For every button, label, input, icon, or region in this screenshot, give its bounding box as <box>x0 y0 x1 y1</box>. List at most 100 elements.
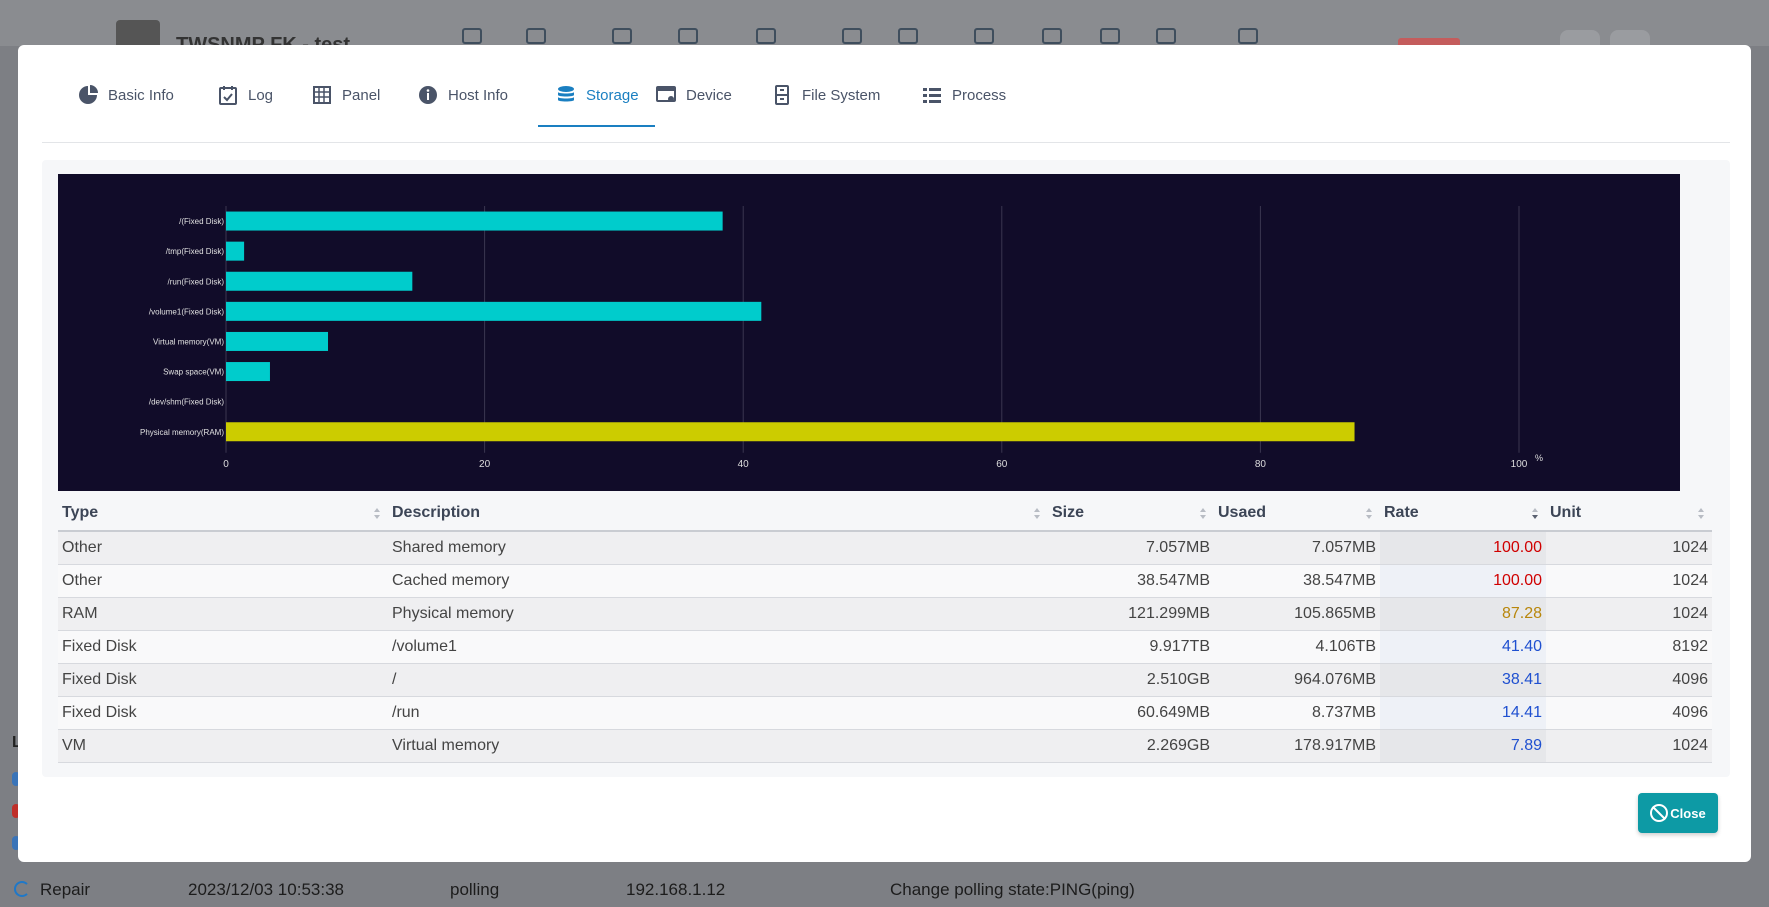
device-icon <box>656 86 676 102</box>
storage-usage-chart: 0 20 40 60 80 100% /(Fixed Disk) /tmp(Fixed Dis… <box>58 174 1680 491</box>
info-icon <box>419 86 437 104</box>
cell-used: 38.547MB <box>1214 564 1380 598</box>
tab-log[interactable]: Log <box>218 75 273 127</box>
cell-description: Shared memory <box>388 531 1048 565</box>
close-button[interactable]: Close <box>1638 793 1718 833</box>
tab-label: Process <box>952 87 1007 104</box>
y-category-label: Swap space(VM) <box>163 368 224 377</box>
cell-unit: 4096 <box>1546 663 1712 697</box>
cell-rate: 14.41 <box>1380 696 1546 730</box>
background-log-row: Repair 2023/12/03 10:53:38 polling 192.1… <box>0 872 1769 907</box>
column-header-type[interactable]: Type <box>58 496 388 532</box>
y-category-label: /(Fixed Disk) <box>179 217 224 226</box>
storage-usage-bar-chart: 0 20 40 60 80 100% /(Fixed Disk) /tmp(Fixed Dis… <box>140 206 1543 470</box>
tab-device[interactable]: Device <box>656 75 732 127</box>
cell-size: 9.917TB <box>1048 630 1214 664</box>
cell-description: / <box>388 663 1048 697</box>
background-topbar: TWSNMP FK - test <box>0 0 1769 56</box>
line-chart-icon <box>1156 28 1176 44</box>
bar <box>226 211 723 231</box>
y-category-label: /run(Fixed Disk) <box>168 277 225 286</box>
cell-description: Physical memory <box>388 597 1048 631</box>
x-axis-label: % <box>1535 453 1543 463</box>
tab-label: Basic Info <box>108 87 174 104</box>
checklist-icon <box>756 28 776 44</box>
tab-basic-info[interactable]: Basic Info <box>78 75 174 127</box>
sort-descending-icon <box>1532 508 1538 520</box>
cell-unit: 1024 <box>1546 531 1712 565</box>
tab-panel[interactable]: Panel <box>312 75 380 127</box>
tab-label: Device <box>686 87 732 104</box>
column-header-description[interactable]: Description <box>388 496 1048 532</box>
table-row: Other Shared memory 7.057MB 7.057MB 100.00 10… <box>58 531 1712 565</box>
table-row: Fixed Disk/run 60.649MB 8.737MB 14.41 4096 <box>58 696 1712 730</box>
background-status-dot <box>12 804 20 818</box>
table-row: Fixed Disk/2.510GB 964.076MB 38.41 4096 <box>58 663 1712 697</box>
calendar-check-icon <box>219 86 237 105</box>
sort-icon <box>1200 508 1206 520</box>
close-label: Close <box>1670 805 1706 821</box>
cell-unit: 1024 <box>1546 564 1712 598</box>
report-icon <box>898 28 918 44</box>
log-action: Repair <box>40 880 91 899</box>
network-icon <box>678 28 698 44</box>
column-header-used[interactable]: Usaed <box>1214 496 1380 532</box>
cell-type: Fixed Disk <box>58 630 388 664</box>
bar <box>226 331 329 351</box>
storage-content: 0 20 40 60 80 100% /(Fixed Disk) /tmp(Fixed Dis… <box>42 160 1730 777</box>
tab-bar: Basic Info Log Panel Host Info Storage D… <box>42 45 1730 143</box>
column-header-rate[interactable]: Rate <box>1380 496 1546 532</box>
cell-type: Fixed Disk <box>58 696 388 730</box>
cell-size: 60.649MB <box>1048 696 1214 730</box>
gear-icon <box>1238 28 1258 44</box>
cell-used: 4.106TB <box>1214 630 1380 664</box>
network-map-icon <box>462 28 482 44</box>
tab-label: Storage <box>586 87 639 104</box>
tab-file-system[interactable]: File System <box>772 75 880 127</box>
y-category-label: Physical memory(RAM) <box>140 428 224 437</box>
cell-description: /run <box>388 696 1048 730</box>
cell-unit: 1024 <box>1546 597 1712 631</box>
tab-host-info[interactable]: Host Info <box>418 75 508 127</box>
column-header-unit[interactable]: Unit <box>1546 496 1712 532</box>
brain-icon <box>1100 28 1120 44</box>
database-icon <box>558 86 574 102</box>
cell-rate: 100.00 <box>1380 531 1546 565</box>
y-category-label: /volume1(Fixed Disk) <box>149 307 224 316</box>
cell-rate: 7.89 <box>1380 729 1546 763</box>
column-header-size[interactable]: Size <box>1048 496 1214 532</box>
y-category-label: /tmp(Fixed Disk) <box>166 247 225 256</box>
sort-icon <box>1366 508 1372 520</box>
cell-unit: 8192 <box>1546 630 1712 664</box>
grid-icon <box>313 86 331 104</box>
calendar-icon <box>842 28 862 44</box>
cell-size: 7.057MB <box>1048 531 1214 565</box>
warning-icon <box>974 28 994 44</box>
tab-process[interactable]: Process <box>922 75 1006 127</box>
tab-label: Host Info <box>448 87 509 104</box>
cell-rate: 41.40 <box>1380 630 1546 664</box>
table-row: Other Cached memory 38.547MB 38.547MB 100.00… <box>58 564 1712 598</box>
x-tick-label: 40 <box>738 459 750 470</box>
cell-unit: 4096 <box>1546 696 1712 730</box>
tab-label: Log <box>248 87 274 104</box>
cell-type: Other <box>58 564 388 598</box>
cell-size: 121.299MB <box>1048 597 1214 631</box>
cell-description: /volume1 <box>388 630 1048 664</box>
ban-icon <box>1650 804 1669 822</box>
x-tick-label: 80 <box>1255 459 1267 470</box>
cell-rate: 38.41 <box>1380 663 1546 697</box>
bar <box>226 241 245 261</box>
table-header-row: Type Description Size Usaed Rate Unit <box>58 496 1712 532</box>
repair-icon <box>14 881 30 897</box>
sort-icon <box>374 508 380 520</box>
cell-description: Virtual memory <box>388 729 1048 763</box>
tab-storage[interactable]: Storage <box>538 75 655 127</box>
sort-icon <box>1034 508 1040 520</box>
cell-rate: 87.28 <box>1380 597 1546 631</box>
storage-table: Type Description Size Usaed Rate Unit Ot… <box>58 496 1712 763</box>
table-row: RAM Physical memory 121.299MB 105.865MB 87.2… <box>58 597 1712 631</box>
cell-size: 38.547MB <box>1048 564 1214 598</box>
sort-icon <box>1698 508 1704 520</box>
list-icon <box>923 88 941 103</box>
